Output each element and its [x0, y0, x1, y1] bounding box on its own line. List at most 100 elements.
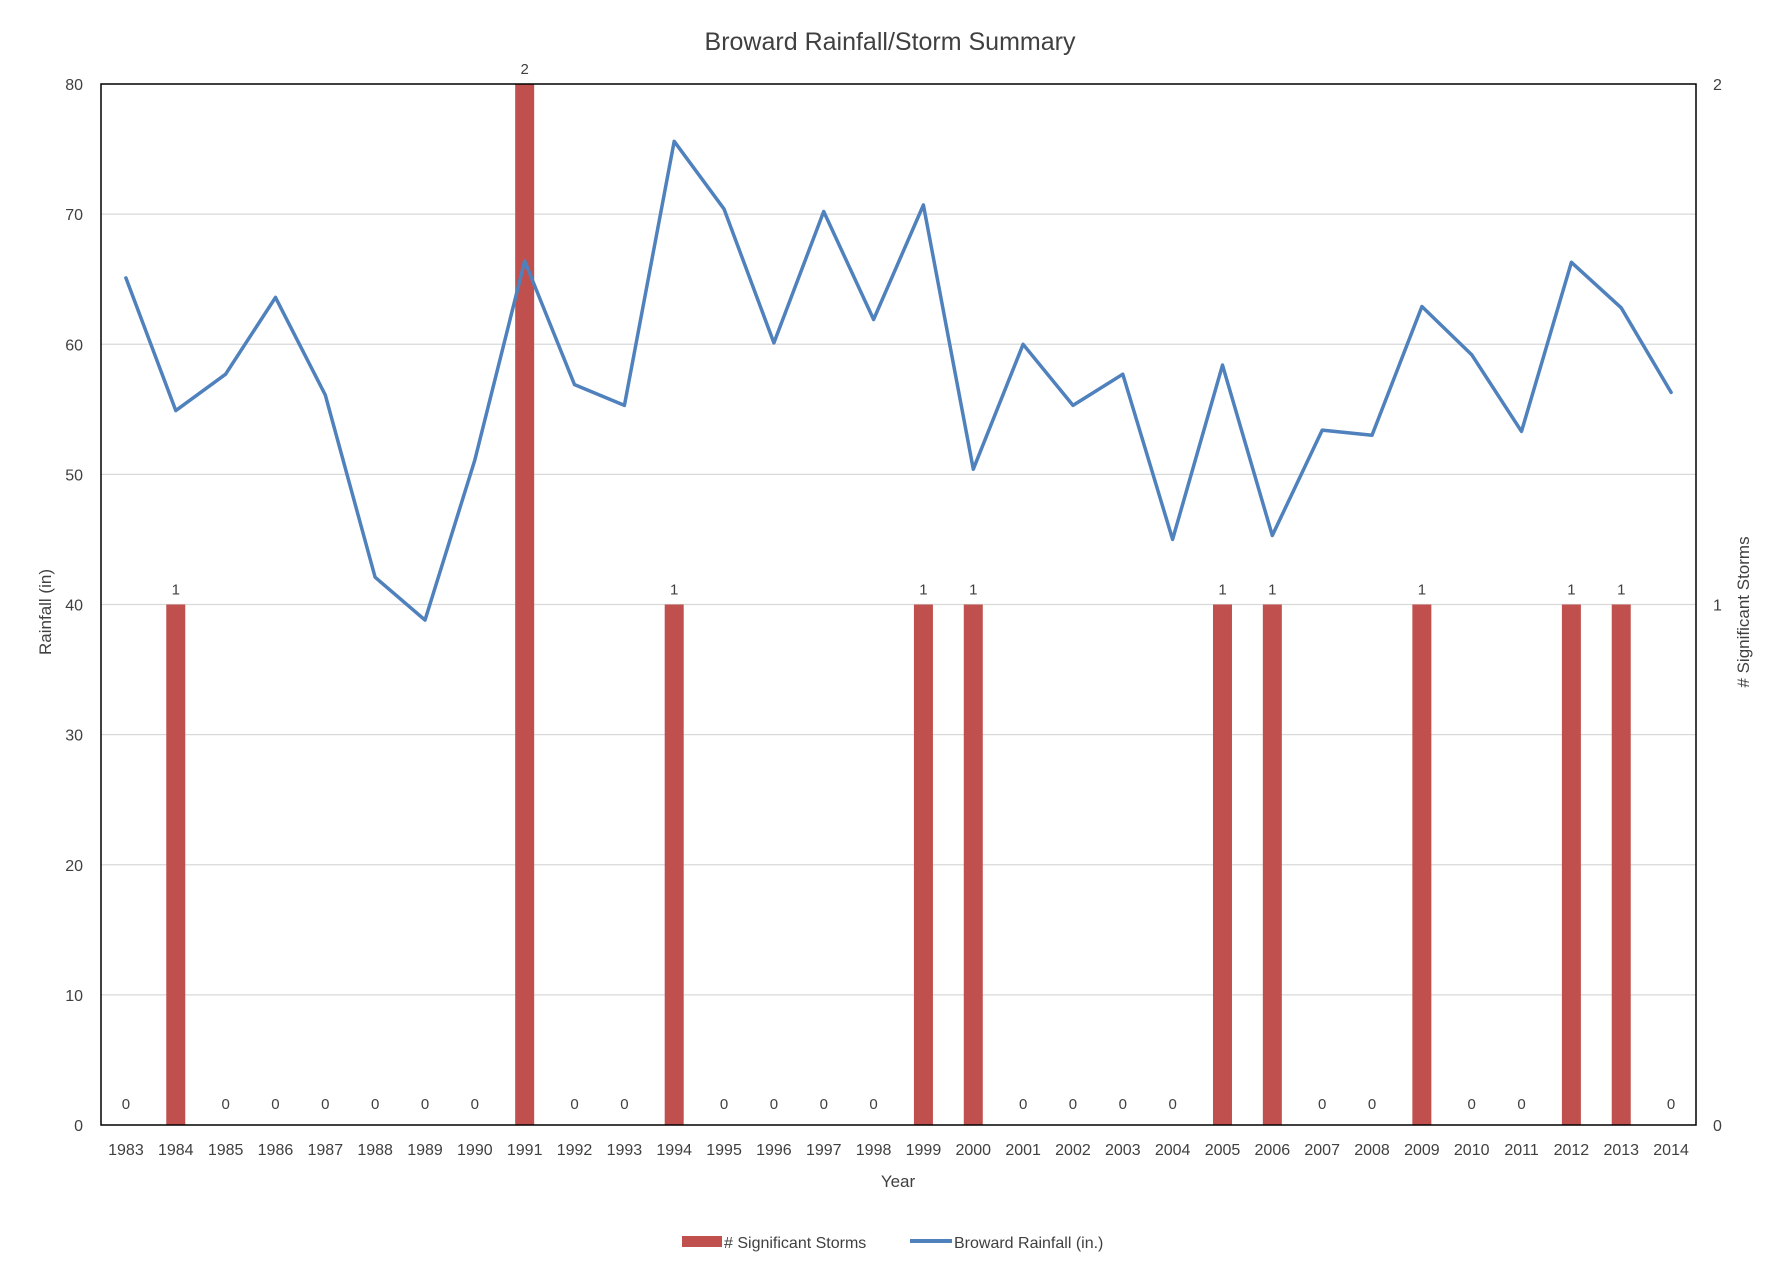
bar-data-label: 0: [421, 1096, 429, 1113]
x-tick-label: 2002: [1055, 1142, 1091, 1159]
bar-data-label: 0: [321, 1096, 329, 1113]
bar-data-label: 0: [570, 1096, 578, 1113]
x-tick-label: 2013: [1603, 1142, 1639, 1159]
x-tick-label: 1983: [108, 1142, 144, 1159]
left-tick-label: 50: [65, 467, 83, 484]
x-tick-label: 2011: [1504, 1142, 1539, 1159]
x-tick-label: 2008: [1354, 1142, 1390, 1159]
x-tick-label: 1997: [806, 1142, 842, 1159]
bar-data-label: 1: [919, 582, 927, 599]
legend: # Significant Storms Broward Rainfall (i…: [682, 1235, 1103, 1252]
left-tick-label: 70: [65, 207, 83, 224]
x-tick-label: 1984: [158, 1142, 194, 1159]
x-tick-label: 1991: [507, 1142, 543, 1159]
x-tick-label: 1998: [856, 1142, 892, 1159]
bar-data-label: 0: [471, 1096, 479, 1113]
x-tick-label: 1986: [258, 1142, 294, 1159]
bar-data-label: 1: [670, 582, 678, 599]
left-tick-label: 0: [74, 1118, 83, 1135]
right-tick-label: 1: [1713, 598, 1722, 615]
x-tick-label: 2014: [1653, 1142, 1689, 1159]
bar-data-label: 0: [1019, 1096, 1027, 1113]
legend-line-label: Broward Rainfall (in.): [954, 1235, 1103, 1252]
left-axis-label: Rainfall (in): [36, 569, 55, 655]
bar-data-label: 1: [1567, 582, 1575, 599]
x-tick-label: 1999: [906, 1142, 942, 1159]
bar-data-label: 1: [1418, 582, 1426, 599]
bar-data-label: 0: [122, 1096, 130, 1113]
storm-bar: [166, 604, 186, 1125]
x-tick-label: 1990: [457, 1142, 493, 1159]
x-tick-label: 1994: [656, 1142, 692, 1159]
x-tick-label: 1985: [208, 1142, 244, 1159]
bar-data-labels: 0 1 0 0 0 0 0 0 2 0 0 1 0 0 0 0 1 1 0 0 0 0 1 1 0 0 1 0 0 1 1 0: [122, 61, 1676, 1113]
bar-data-label: 0: [1667, 1096, 1675, 1113]
x-tick-label: 2010: [1454, 1142, 1490, 1159]
x-tick-label: 1996: [756, 1142, 792, 1159]
bar-data-label: 0: [1168, 1096, 1176, 1113]
left-axis-ticks: 0 10 20 30 40 50 60 70 80: [65, 77, 83, 1135]
left-tick-label: 30: [65, 728, 83, 745]
x-tick-label: 2007: [1304, 1142, 1340, 1159]
left-tick-label: 60: [65, 337, 83, 354]
legend-bar-swatch: [682, 1236, 722, 1247]
right-axis-label: # Significant Storms: [1734, 536, 1753, 687]
x-axis-label: Year: [881, 1172, 916, 1191]
storm-bar: [1212, 604, 1232, 1125]
x-tick-label: 2009: [1404, 1142, 1440, 1159]
x-tick-label: 1989: [407, 1142, 443, 1159]
right-axis-ticks: 0 1 2: [1713, 77, 1722, 1135]
bar-data-label: 0: [1119, 1096, 1127, 1113]
bar-data-label: 0: [820, 1096, 828, 1113]
bar-data-label: 1: [172, 582, 180, 599]
x-tick-label: 1987: [308, 1142, 344, 1159]
storm-bar: [1412, 604, 1432, 1125]
x-tick-label: 2001: [1005, 1142, 1041, 1159]
bar-data-label: 0: [1468, 1096, 1476, 1113]
storm-bars: [166, 84, 1631, 1125]
x-tick-label: 2005: [1205, 1142, 1241, 1159]
legend-bar-label: # Significant Storms: [724, 1235, 866, 1252]
storm-bar: [1561, 604, 1581, 1125]
left-tick-label: 10: [65, 988, 83, 1005]
bar-data-label: 0: [271, 1096, 279, 1113]
storm-bar: [664, 604, 684, 1125]
right-tick-label: 2: [1713, 77, 1722, 94]
storm-bar: [913, 604, 933, 1125]
rainfall-series-line: [124, 139, 1673, 622]
storm-bar: [515, 84, 535, 1125]
x-tick-label: 1992: [557, 1142, 593, 1159]
bar-data-label: 1: [1218, 582, 1226, 599]
x-tick-label: 1995: [706, 1142, 742, 1159]
storm-bar: [963, 604, 983, 1125]
chart-title: Broward Rainfall/Storm Summary: [705, 28, 1076, 56]
bar-data-label: 0: [770, 1096, 778, 1113]
bar-data-label: 0: [1318, 1096, 1326, 1113]
bar-data-label: 0: [1368, 1096, 1376, 1113]
bar-data-label: 0: [1517, 1096, 1525, 1113]
storm-bar: [1262, 604, 1282, 1125]
x-tick-label: 2003: [1105, 1142, 1141, 1159]
x-tick-label: 2012: [1554, 1142, 1590, 1159]
x-tick-label: 2006: [1255, 1142, 1291, 1159]
left-tick-label: 80: [65, 77, 83, 94]
x-axis-ticks: 1983 1984 1985 1986 1987 1988 1989 1990 1991 1992…: [108, 1142, 1689, 1159]
bar-data-label: 1: [1617, 582, 1625, 599]
bar-data-label: 0: [221, 1096, 229, 1113]
bar-data-label: 0: [720, 1096, 728, 1113]
plot-frame: [100, 83, 1697, 1126]
left-tick-label: 40: [65, 598, 83, 615]
storm-bar: [1611, 604, 1631, 1125]
x-tick-label: 1993: [607, 1142, 643, 1159]
rainfall-line: [124, 139, 1673, 622]
bar-data-label: 2: [521, 61, 529, 78]
bar-data-label: 0: [869, 1096, 877, 1113]
bar-data-label: 0: [1069, 1096, 1077, 1113]
x-tick-label: 1988: [357, 1142, 393, 1159]
gridlines: [101, 213, 1696, 996]
bar-data-label: 1: [1268, 582, 1276, 599]
bar-data-label: 1: [969, 582, 977, 599]
right-tick-label: 0: [1713, 1118, 1722, 1135]
x-tick-label: 2004: [1155, 1142, 1191, 1159]
